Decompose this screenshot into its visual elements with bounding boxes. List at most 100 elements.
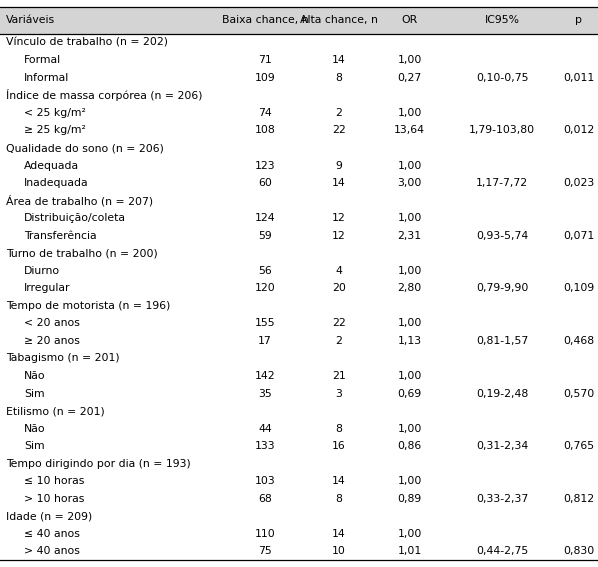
Text: 10: 10 [332, 547, 346, 556]
Text: Baixa chance, n: Baixa chance, n [222, 15, 308, 26]
Text: Não: Não [24, 371, 45, 381]
Text: 35: 35 [258, 388, 271, 399]
Text: 21: 21 [332, 371, 346, 381]
Text: 56: 56 [258, 266, 271, 276]
Text: 2,80: 2,80 [398, 284, 422, 293]
Text: 1,00: 1,00 [398, 424, 422, 434]
Text: 110: 110 [255, 529, 275, 539]
Text: 0,69: 0,69 [398, 388, 422, 399]
Text: 142: 142 [255, 371, 275, 381]
Text: 120: 120 [255, 284, 275, 293]
Text: Diurno: Diurno [24, 266, 60, 276]
Text: 3,00: 3,00 [398, 178, 422, 188]
Text: 2: 2 [335, 336, 342, 346]
Text: 71: 71 [258, 56, 271, 65]
Text: 1,00: 1,00 [398, 266, 422, 276]
Text: 155: 155 [255, 319, 275, 328]
Text: 0,93-5,74: 0,93-5,74 [476, 231, 529, 241]
Text: 22: 22 [332, 125, 346, 136]
Text: Sim: Sim [24, 388, 44, 399]
Text: ≤ 10 horas: ≤ 10 horas [24, 476, 84, 486]
Text: Alta chance, n: Alta chance, n [300, 15, 378, 26]
Text: 0,44-2,75: 0,44-2,75 [476, 547, 529, 556]
Text: 68: 68 [258, 494, 271, 504]
Text: 0,27: 0,27 [398, 73, 422, 83]
Text: 17: 17 [258, 336, 271, 346]
Bar [0, 7, 598, 34]
Text: 4: 4 [335, 266, 342, 276]
Text: Não: Não [24, 424, 45, 434]
Text: 0,830: 0,830 [563, 547, 594, 556]
Text: 8: 8 [335, 73, 342, 83]
Text: Etilismo (n = 201): Etilismo (n = 201) [6, 406, 105, 416]
Text: 8: 8 [335, 494, 342, 504]
Text: 0,79-9,90: 0,79-9,90 [476, 284, 529, 293]
Text: Variáveis: Variáveis [6, 15, 55, 26]
Text: ≥ 25 kg/m²: ≥ 25 kg/m² [24, 125, 86, 136]
Text: Inadequada: Inadequada [24, 178, 89, 188]
Text: 14: 14 [332, 178, 346, 188]
Text: 109: 109 [255, 73, 275, 83]
Text: Índice de massa corpórea (n = 206): Índice de massa corpórea (n = 206) [6, 90, 203, 101]
Text: 14: 14 [332, 529, 346, 539]
Text: 2: 2 [335, 108, 342, 118]
Text: Distribuição/coleta: Distribuição/coleta [24, 213, 126, 223]
Text: 22: 22 [332, 319, 346, 328]
Text: Vínculo de trabalho (n = 202): Vínculo de trabalho (n = 202) [6, 38, 168, 48]
Text: 0,89: 0,89 [398, 494, 422, 504]
Text: 0,570: 0,570 [563, 388, 594, 399]
Text: 108: 108 [255, 125, 275, 136]
Text: 1,17-7,72: 1,17-7,72 [476, 178, 529, 188]
Text: Idade (n = 209): Idade (n = 209) [6, 511, 92, 521]
Text: 8: 8 [335, 424, 342, 434]
Text: 0,468: 0,468 [563, 336, 594, 346]
Text: Informal: Informal [24, 73, 69, 83]
Text: ≥ 20 anos: ≥ 20 anos [24, 336, 80, 346]
Text: 9: 9 [335, 160, 342, 171]
Text: 0,011: 0,011 [563, 73, 594, 83]
Text: 3: 3 [335, 388, 342, 399]
Text: 1,00: 1,00 [398, 371, 422, 381]
Text: 0,812: 0,812 [563, 494, 594, 504]
Text: 1,00: 1,00 [398, 160, 422, 171]
Text: 2,31: 2,31 [398, 231, 422, 241]
Text: 1,00: 1,00 [398, 108, 422, 118]
Text: Adequada: Adequada [24, 160, 79, 171]
Text: 124: 124 [255, 213, 275, 223]
Text: 0,071: 0,071 [563, 231, 594, 241]
Text: 1,00: 1,00 [398, 213, 422, 223]
Text: 1,79-103,80: 1,79-103,80 [469, 125, 535, 136]
Text: p: p [575, 15, 582, 26]
Text: 0,109: 0,109 [563, 284, 594, 293]
Text: 1,13: 1,13 [398, 336, 422, 346]
Text: IC95%: IC95% [485, 15, 520, 26]
Text: 1,01: 1,01 [398, 547, 422, 556]
Text: 123: 123 [255, 160, 275, 171]
Text: Tempo de motorista (n = 196): Tempo de motorista (n = 196) [6, 301, 170, 311]
Text: Transferência: Transferência [24, 231, 96, 241]
Text: 13,64: 13,64 [394, 125, 425, 136]
Text: Formal: Formal [24, 56, 61, 65]
Text: Sim: Sim [24, 441, 44, 451]
Text: < 20 anos: < 20 anos [24, 319, 80, 328]
Text: 1,00: 1,00 [398, 529, 422, 539]
Text: > 40 anos: > 40 anos [24, 547, 80, 556]
Text: OR: OR [401, 15, 418, 26]
Text: 14: 14 [332, 476, 346, 486]
Text: 16: 16 [332, 441, 346, 451]
Text: Área de trabalho (n = 207): Área de trabalho (n = 207) [6, 195, 153, 206]
Text: Qualidade do sono (n = 206): Qualidade do sono (n = 206) [6, 143, 164, 153]
Text: 14: 14 [332, 56, 346, 65]
Text: 44: 44 [258, 424, 271, 434]
Text: 74: 74 [258, 108, 271, 118]
Text: 0,023: 0,023 [563, 178, 594, 188]
Text: 20: 20 [332, 284, 346, 293]
Text: ≤ 40 anos: ≤ 40 anos [24, 529, 80, 539]
Text: Irregular: Irregular [24, 284, 71, 293]
Text: 1,00: 1,00 [398, 476, 422, 486]
Text: 0,10-0,75: 0,10-0,75 [476, 73, 529, 83]
Text: 75: 75 [258, 547, 271, 556]
Text: 0,012: 0,012 [563, 125, 594, 136]
Text: 12: 12 [332, 213, 346, 223]
Text: 1,00: 1,00 [398, 319, 422, 328]
